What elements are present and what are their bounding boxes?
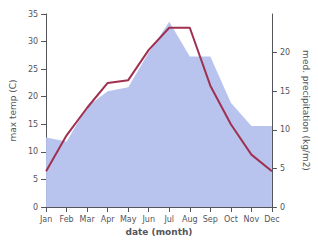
svg-text:15: 15 <box>280 87 290 96</box>
svg-text:10: 10 <box>28 147 38 156</box>
svg-text:Feb: Feb <box>60 215 74 224</box>
svg-text:10: 10 <box>280 125 290 134</box>
svg-text:25: 25 <box>28 65 38 74</box>
svg-text:med. precipitation (kg/m2): med. precipitation (kg/m2) <box>301 50 311 171</box>
svg-text:Nov: Nov <box>244 215 260 224</box>
svg-text:Jan: Jan <box>39 215 52 224</box>
svg-text:20: 20 <box>280 48 290 57</box>
svg-text:Mar: Mar <box>80 215 96 224</box>
svg-text:5: 5 <box>280 164 285 173</box>
svg-text:Apr: Apr <box>101 215 116 224</box>
svg-text:0: 0 <box>33 203 38 212</box>
svg-text:max temp (C): max temp (C) <box>8 79 18 141</box>
svg-text:Oct: Oct <box>224 215 238 224</box>
svg-text:Sep: Sep <box>203 215 218 224</box>
svg-text:Jul: Jul <box>163 215 174 224</box>
svg-text:35: 35 <box>28 10 38 19</box>
svg-text:May: May <box>120 215 137 224</box>
svg-text:date (month): date (month) <box>126 227 193 237</box>
svg-text:30: 30 <box>28 37 38 46</box>
svg-text:15: 15 <box>28 120 38 129</box>
svg-text:20: 20 <box>28 92 38 101</box>
svg-text:5: 5 <box>33 175 38 184</box>
svg-text:Jun: Jun <box>141 215 155 224</box>
svg-text:Dec: Dec <box>264 215 279 224</box>
svg-text:Aug: Aug <box>182 215 198 224</box>
svg-text:0: 0 <box>280 203 285 212</box>
